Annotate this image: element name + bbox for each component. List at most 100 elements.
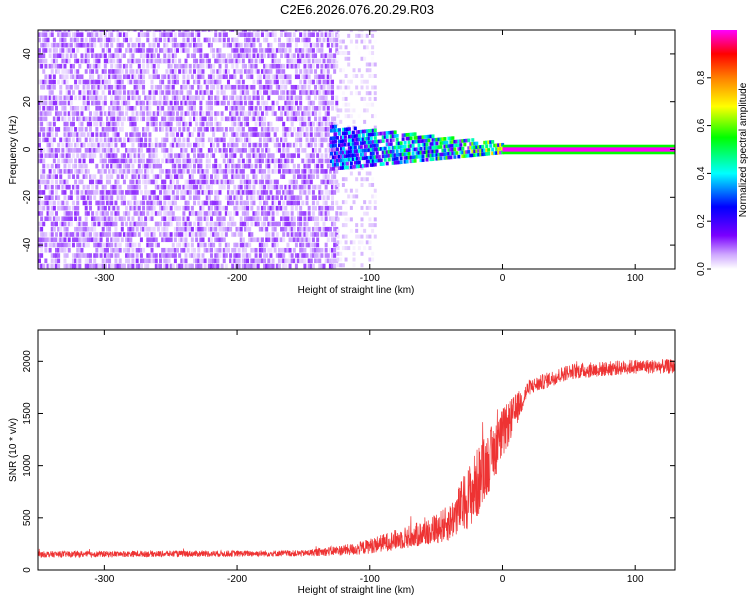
spectrogram-cell <box>275 90 279 95</box>
spectrogram-cell <box>246 226 250 232</box>
spectrogram-cell <box>163 184 167 190</box>
spectrogram-cell <box>324 242 328 248</box>
spectrogram-cell <box>294 200 298 206</box>
spectrogram-cell <box>38 58 41 64</box>
spectrogram-cell <box>195 48 199 53</box>
spectrogram-cell <box>112 148 116 153</box>
spectrogram-cell <box>80 58 84 64</box>
spectrogram-cell <box>292 95 296 101</box>
spectrogram-cell <box>150 158 154 164</box>
spectrogram-cell <box>125 190 129 195</box>
spectrogram-cell <box>108 221 112 227</box>
spectrogram-cell <box>256 216 260 222</box>
spectrogram-cell <box>457 143 461 147</box>
spectrogram-cell <box>280 163 284 169</box>
spectrogram-cell <box>71 258 75 264</box>
spectrogram-cell <box>326 116 330 122</box>
spectrogram-cell <box>288 226 292 232</box>
spectrogram-cell <box>365 159 369 164</box>
spectrogram-cell <box>184 184 188 190</box>
spectrogram-cell <box>61 190 65 195</box>
spectrogram-cell <box>44 200 48 206</box>
spectrogram-cell <box>195 253 199 258</box>
spectrogram-cell <box>161 58 165 64</box>
spectrogram-cell <box>331 195 335 200</box>
spectrogram-cell <box>379 158 383 163</box>
spectrogram-cell <box>139 200 143 206</box>
spectrogram-cell <box>142 58 146 64</box>
spectrogram-cell <box>297 232 301 237</box>
spectrogram-cell <box>178 184 182 190</box>
spectrogram-cell <box>91 221 95 227</box>
spectrogram-cell <box>294 195 298 200</box>
spectrogram-cell <box>154 179 158 185</box>
spectrogram-cell <box>254 163 258 169</box>
spectrogram-cell <box>224 232 228 237</box>
spectrogram-cell <box>263 121 267 127</box>
spectrogram-cell <box>250 37 254 43</box>
spectrogram-cell <box>86 95 90 101</box>
spectrogram-cell <box>349 157 353 162</box>
spectrogram-cell <box>154 242 158 248</box>
spectrogram-cell <box>419 147 423 151</box>
spectrogram-cell <box>112 169 116 174</box>
spectrogram-cell <box>335 151 339 155</box>
spectrogram-cell <box>169 174 173 179</box>
spectrogram-cell <box>193 69 197 74</box>
spectrogram-cell <box>188 142 192 148</box>
spectrogram-cell <box>165 30 169 32</box>
spectrogram-cell <box>282 121 286 127</box>
spectrogram-cell <box>82 116 86 122</box>
spectrogram-cell <box>222 216 226 222</box>
spectrogram-cell <box>254 32 258 37</box>
spectrogram-cell <box>65 121 69 127</box>
spectrogram-cell <box>110 42 114 48</box>
spectrogram-cell <box>180 32 184 37</box>
spectrogram-cell <box>282 48 286 53</box>
spectrogram-cell <box>375 132 379 136</box>
spectrogram-cell <box>99 179 103 185</box>
spectrogram-cell <box>148 116 152 122</box>
spectrogram-cell <box>307 58 311 64</box>
spectrogram-cell <box>171 247 175 253</box>
spectrogram-cell <box>437 145 441 149</box>
spectrogram-cell <box>48 137 52 143</box>
spectrogram-cell <box>129 121 133 127</box>
spectrogram-cell <box>159 37 163 43</box>
spectrogram-cell <box>38 95 41 101</box>
spectrogram-cell <box>336 119 340 124</box>
spectrogram-cell <box>186 32 190 37</box>
spectrogram-cell <box>86 100 90 106</box>
spectrogram-cell <box>44 195 48 200</box>
spectrogram-cell <box>243 48 247 53</box>
spectrogram-cell <box>169 237 173 243</box>
spectrogram-cell <box>324 226 328 232</box>
spectrogram-cell <box>110 216 114 222</box>
spectrogram-cell <box>294 42 298 48</box>
spectrogram-cell <box>254 48 258 53</box>
spectrogram-cell <box>148 137 152 143</box>
spectrogram-cell <box>365 205 369 210</box>
spectrogram-cell <box>203 226 207 232</box>
spectrogram-cell <box>260 242 264 248</box>
spectrogram-cell <box>93 232 97 237</box>
spectrogram-cell <box>193 63 197 69</box>
spectrogram-cell <box>135 79 139 85</box>
spectrogram-cell <box>103 242 107 248</box>
spectrogram-cell <box>263 169 267 174</box>
spectrogram-cell <box>311 79 315 85</box>
spectrogram-cell <box>269 263 273 269</box>
spectrogram-cell <box>407 144 411 148</box>
spectrogram-cell <box>63 37 67 43</box>
spectrogram-cell <box>413 139 417 144</box>
spectrogram-cell <box>150 169 154 174</box>
spectrogram-cell <box>311 253 315 258</box>
spectrogram-cell <box>277 184 281 190</box>
spectrogram-cell <box>186 158 190 164</box>
spectrogram-cell <box>131 253 135 258</box>
spectrogram-cell <box>405 133 409 137</box>
spectrogram-cell <box>40 100 44 106</box>
spectrogram-cell <box>86 90 90 95</box>
spectrogram-cell <box>139 153 143 158</box>
spectrogram-cell <box>286 148 290 153</box>
